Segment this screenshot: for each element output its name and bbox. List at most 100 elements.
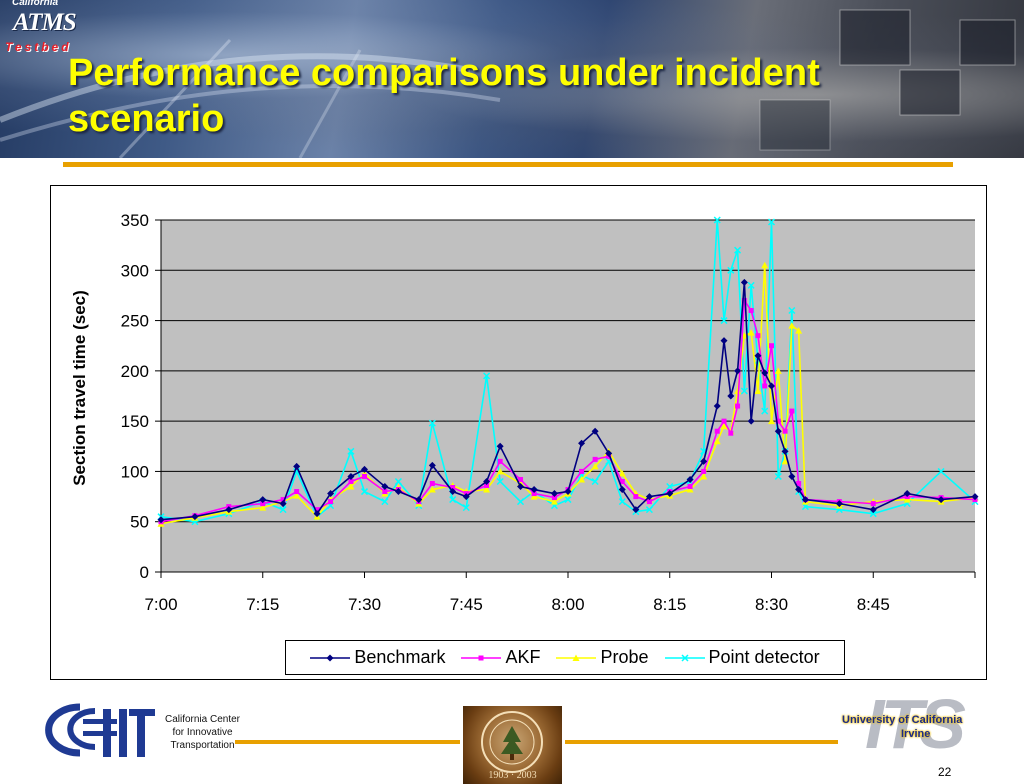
data-point-point-detector-36	[747, 281, 755, 289]
chart-legend: Benchmark AKF Probe Point detector	[285, 640, 845, 675]
data-point-probe-17	[496, 467, 504, 475]
data-point-point-detector-13	[428, 419, 436, 427]
x-tick-label-7:45: 7:45	[450, 595, 483, 614]
data-point-akf-20	[551, 495, 557, 501]
data-point-akf-17	[497, 458, 503, 464]
data-point-probe-42	[788, 322, 796, 329]
data-point-point-detector-15	[462, 504, 470, 512]
data-point-benchmark-38	[761, 369, 769, 377]
data-point-benchmark-45	[835, 500, 843, 508]
data-point-benchmark-27	[645, 493, 653, 501]
data-point-akf-6	[314, 507, 320, 513]
data-point-benchmark-46	[869, 506, 877, 514]
y-axis-label: Section travel time (sec)	[70, 290, 89, 486]
data-point-akf-40	[775, 418, 781, 424]
data-point-benchmark-23	[591, 427, 599, 435]
data-point-akf-46	[870, 501, 876, 507]
legend-label-point-detector: Point detector	[708, 647, 820, 667]
legend-swatch-probe	[556, 654, 597, 661]
slide-title: Performance comparisons under incident s…	[68, 52, 820, 140]
legend-label-akf: AKF	[505, 647, 541, 667]
data-point-point-detector-38	[761, 407, 769, 415]
y-tick-label-100: 100	[121, 462, 149, 481]
data-point-probe-36	[747, 329, 755, 336]
data-point-point-detector-11	[394, 477, 402, 486]
data-point-probe-5	[293, 492, 301, 499]
x-tick-label-7:30: 7:30	[348, 595, 381, 614]
data-point-akf-10	[382, 489, 388, 495]
data-point-benchmark-7	[327, 490, 335, 498]
data-point-benchmark-14	[449, 488, 457, 496]
data-point-akf-25	[619, 478, 625, 484]
y-tick-label-250: 250	[121, 312, 149, 331]
data-point-point-detector-40	[774, 472, 782, 480]
data-point-akf-38	[762, 383, 768, 389]
data-point-benchmark-47	[903, 490, 911, 498]
data-point-akf-27	[646, 499, 652, 505]
data-point-point-detector-27	[645, 506, 653, 514]
y-tick-label-150: 150	[121, 412, 149, 431]
data-point-probe-40	[774, 367, 782, 374]
plot-area	[161, 220, 975, 572]
legend-item-benchmark: Benchmark	[310, 647, 445, 668]
ccit-line-3: Transportation	[170, 740, 235, 751]
data-point-benchmark-49	[971, 493, 979, 501]
data-point-probe-25	[618, 469, 626, 477]
data-point-akf-14	[450, 485, 456, 491]
data-point-benchmark-30	[700, 457, 708, 465]
testbed-logo-atms: ATMS	[13, 9, 77, 36]
data-point-point-detector-9	[360, 488, 369, 496]
data-point-point-detector-34	[734, 246, 742, 254]
data-point-benchmark-26	[632, 506, 640, 514]
header-banner: California ATMS Testbed Performance comp…	[0, 0, 1024, 158]
data-point-point-detector-35	[740, 387, 748, 395]
data-point-benchmark-48	[937, 496, 945, 504]
data-point-akf-9	[362, 473, 367, 479]
x-tick-label-8:00: 8:00	[551, 595, 584, 614]
data-point-point-detector-18	[516, 498, 525, 506]
data-point-probe-22	[578, 475, 586, 483]
data-point-probe-30	[700, 472, 708, 480]
data-point-benchmark-29	[686, 475, 694, 483]
data-point-point-detector-10	[381, 498, 389, 506]
y-tick-label-350: 350	[121, 211, 149, 230]
legend-item-akf: AKF	[461, 647, 540, 668]
seal-tree-icon	[481, 711, 543, 773]
data-point-benchmark-1	[191, 513, 199, 521]
data-point-benchmark-18	[517, 483, 525, 491]
data-point-akf-13	[429, 480, 435, 486]
data-point-point-detector-8	[347, 447, 355, 455]
data-point-point-detector-4	[279, 506, 287, 514]
data-point-probe-39	[768, 417, 775, 425]
data-point-akf-23	[592, 456, 598, 462]
data-point-benchmark-44	[801, 496, 809, 504]
data-point-benchmark-41	[781, 447, 789, 455]
data-point-benchmark-13	[428, 461, 436, 469]
data-point-benchmark-24	[605, 449, 613, 457]
data-point-benchmark-35	[740, 278, 748, 286]
data-point-probe-23	[591, 462, 599, 470]
data-point-point-detector-14	[449, 496, 457, 504]
its-letters: ITS	[865, 685, 966, 763]
its-university: University of California	[842, 714, 963, 726]
data-point-point-detector-28	[666, 482, 674, 491]
data-point-benchmark-17	[496, 442, 504, 450]
x-tick-label-8:15: 8:15	[653, 595, 686, 614]
data-point-benchmark-37	[754, 352, 762, 360]
data-point-benchmark-39	[768, 382, 775, 390]
data-point-benchmark-34	[734, 367, 742, 375]
data-point-probe-29	[686, 486, 694, 493]
umich-seal: 1903 · 2003	[463, 706, 562, 784]
data-point-probe-41	[781, 457, 789, 465]
data-point-benchmark-9	[361, 465, 368, 473]
testbed-logo-california: California	[12, 0, 59, 8]
data-point-benchmark-22	[578, 439, 586, 447]
data-point-akf-41	[782, 428, 788, 434]
data-point-benchmark-8	[347, 472, 355, 480]
data-point-akf-32	[721, 418, 727, 424]
data-point-benchmark-31	[713, 402, 721, 410]
data-point-probe-16	[483, 486, 491, 493]
data-point-akf-5	[294, 489, 300, 495]
data-point-point-detector-32	[720, 317, 728, 325]
x-tick-label-7:15: 7:15	[246, 595, 279, 614]
